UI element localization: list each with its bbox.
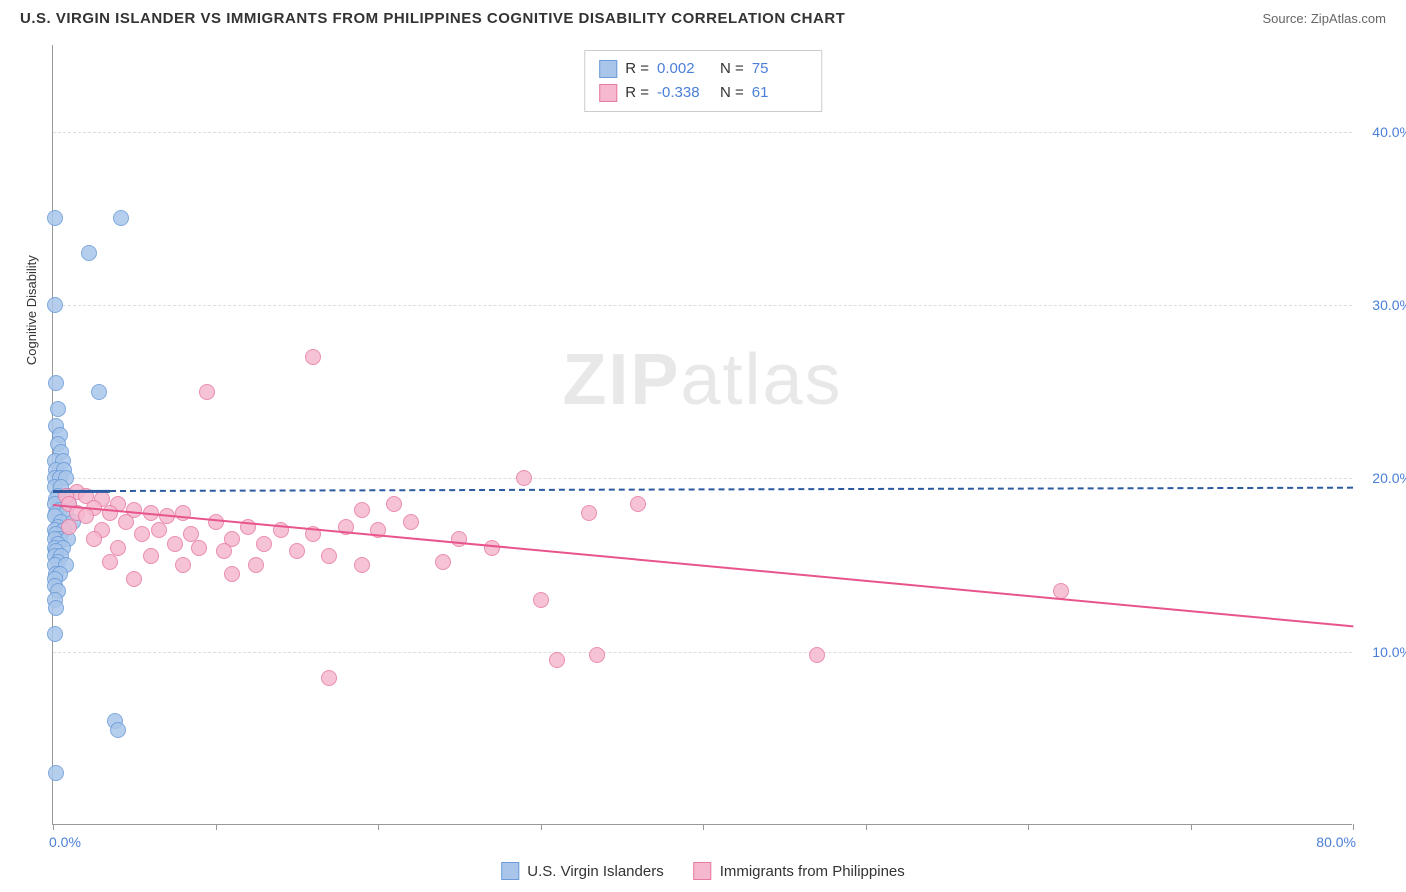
data-point [451, 531, 467, 547]
data-point [321, 670, 337, 686]
x-tick [1353, 824, 1354, 830]
n-label: N = [720, 81, 744, 105]
data-point [47, 297, 63, 313]
data-point [175, 557, 191, 573]
gridline [53, 478, 1352, 479]
gridline [53, 132, 1352, 133]
x-tick [53, 824, 54, 830]
data-point [630, 496, 646, 512]
r-value: 0.002 [657, 57, 712, 81]
x-tick [1028, 824, 1029, 830]
legend-swatch [501, 862, 519, 880]
y-tick-label: 10.0% [1357, 644, 1406, 660]
data-point [48, 375, 64, 391]
data-point [516, 470, 532, 486]
watermark: ZIPatlas [562, 339, 842, 421]
data-point [113, 210, 129, 226]
data-point [151, 522, 167, 538]
data-point [354, 557, 370, 573]
legend-stats-row: R = 0.002 N = 75 [599, 57, 807, 81]
y-axis-label: Cognitive Disability [24, 255, 39, 365]
gridline [53, 652, 1352, 653]
data-point [354, 502, 370, 518]
data-point [134, 526, 150, 542]
legend-label: U.S. Virgin Islanders [527, 863, 663, 880]
data-point [224, 566, 240, 582]
data-point [126, 571, 142, 587]
data-point [386, 496, 402, 512]
x-tick [216, 824, 217, 830]
chart-title: U.S. VIRGIN ISLANDER VS IMMIGRANTS FROM … [20, 10, 845, 27]
data-point [256, 536, 272, 552]
data-point [321, 548, 337, 564]
data-point [47, 210, 63, 226]
legend-label: Immigrants from Philippines [720, 863, 905, 880]
data-point [533, 592, 549, 608]
legend-item: Immigrants from Philippines [694, 862, 905, 880]
data-point [86, 531, 102, 547]
x-tick [1191, 824, 1192, 830]
n-value: 61 [752, 81, 807, 105]
legend-swatch [599, 84, 617, 102]
x-tick-label: 0.0% [49, 834, 81, 850]
r-label: R = [625, 57, 649, 81]
data-point [118, 514, 134, 530]
regression-line-dashed [110, 487, 1353, 492]
data-point [91, 384, 107, 400]
x-tick [703, 824, 704, 830]
data-point [61, 519, 77, 535]
data-point [199, 384, 215, 400]
series-legend: U.S. Virgin Islanders Immigrants from Phi… [501, 862, 905, 880]
x-tick-label: 80.0% [1316, 834, 1356, 850]
x-tick [378, 824, 379, 830]
legend-item: U.S. Virgin Islanders [501, 862, 663, 880]
n-label: N = [720, 57, 744, 81]
data-point [102, 505, 118, 521]
legend-swatch [694, 862, 712, 880]
data-point [48, 600, 64, 616]
x-tick [866, 824, 867, 830]
data-point [248, 557, 264, 573]
y-tick-label: 30.0% [1357, 297, 1406, 313]
y-tick-label: 40.0% [1357, 124, 1406, 140]
data-point [47, 626, 63, 642]
data-point [102, 554, 118, 570]
data-point [48, 765, 64, 781]
source-label: Source: ZipAtlas.com [1262, 11, 1386, 26]
legend-swatch [599, 60, 617, 78]
data-point [289, 543, 305, 559]
gridline [53, 305, 1352, 306]
chart-plot-area: ZIPatlas 10.0%20.0%30.0%40.0%0.0%80.0% [52, 45, 1352, 825]
data-point [191, 540, 207, 556]
data-point [305, 349, 321, 365]
data-point [81, 245, 97, 261]
data-point [50, 401, 66, 417]
correlation-legend: R = 0.002 N = 75 R = -0.338 N = 61 [584, 50, 822, 112]
data-point [167, 536, 183, 552]
r-value: -0.338 [657, 81, 712, 105]
legend-stats-row: R = -0.338 N = 61 [599, 81, 807, 105]
data-point [143, 548, 159, 564]
data-point [435, 554, 451, 570]
x-tick [541, 824, 542, 830]
data-point [589, 647, 605, 663]
data-point [549, 652, 565, 668]
data-point [403, 514, 419, 530]
data-point [484, 540, 500, 556]
data-point [78, 508, 94, 524]
r-label: R = [625, 81, 649, 105]
data-point [809, 647, 825, 663]
data-point [581, 505, 597, 521]
n-value: 75 [752, 57, 807, 81]
y-tick-label: 20.0% [1357, 470, 1406, 486]
data-point [110, 722, 126, 738]
data-point [216, 543, 232, 559]
